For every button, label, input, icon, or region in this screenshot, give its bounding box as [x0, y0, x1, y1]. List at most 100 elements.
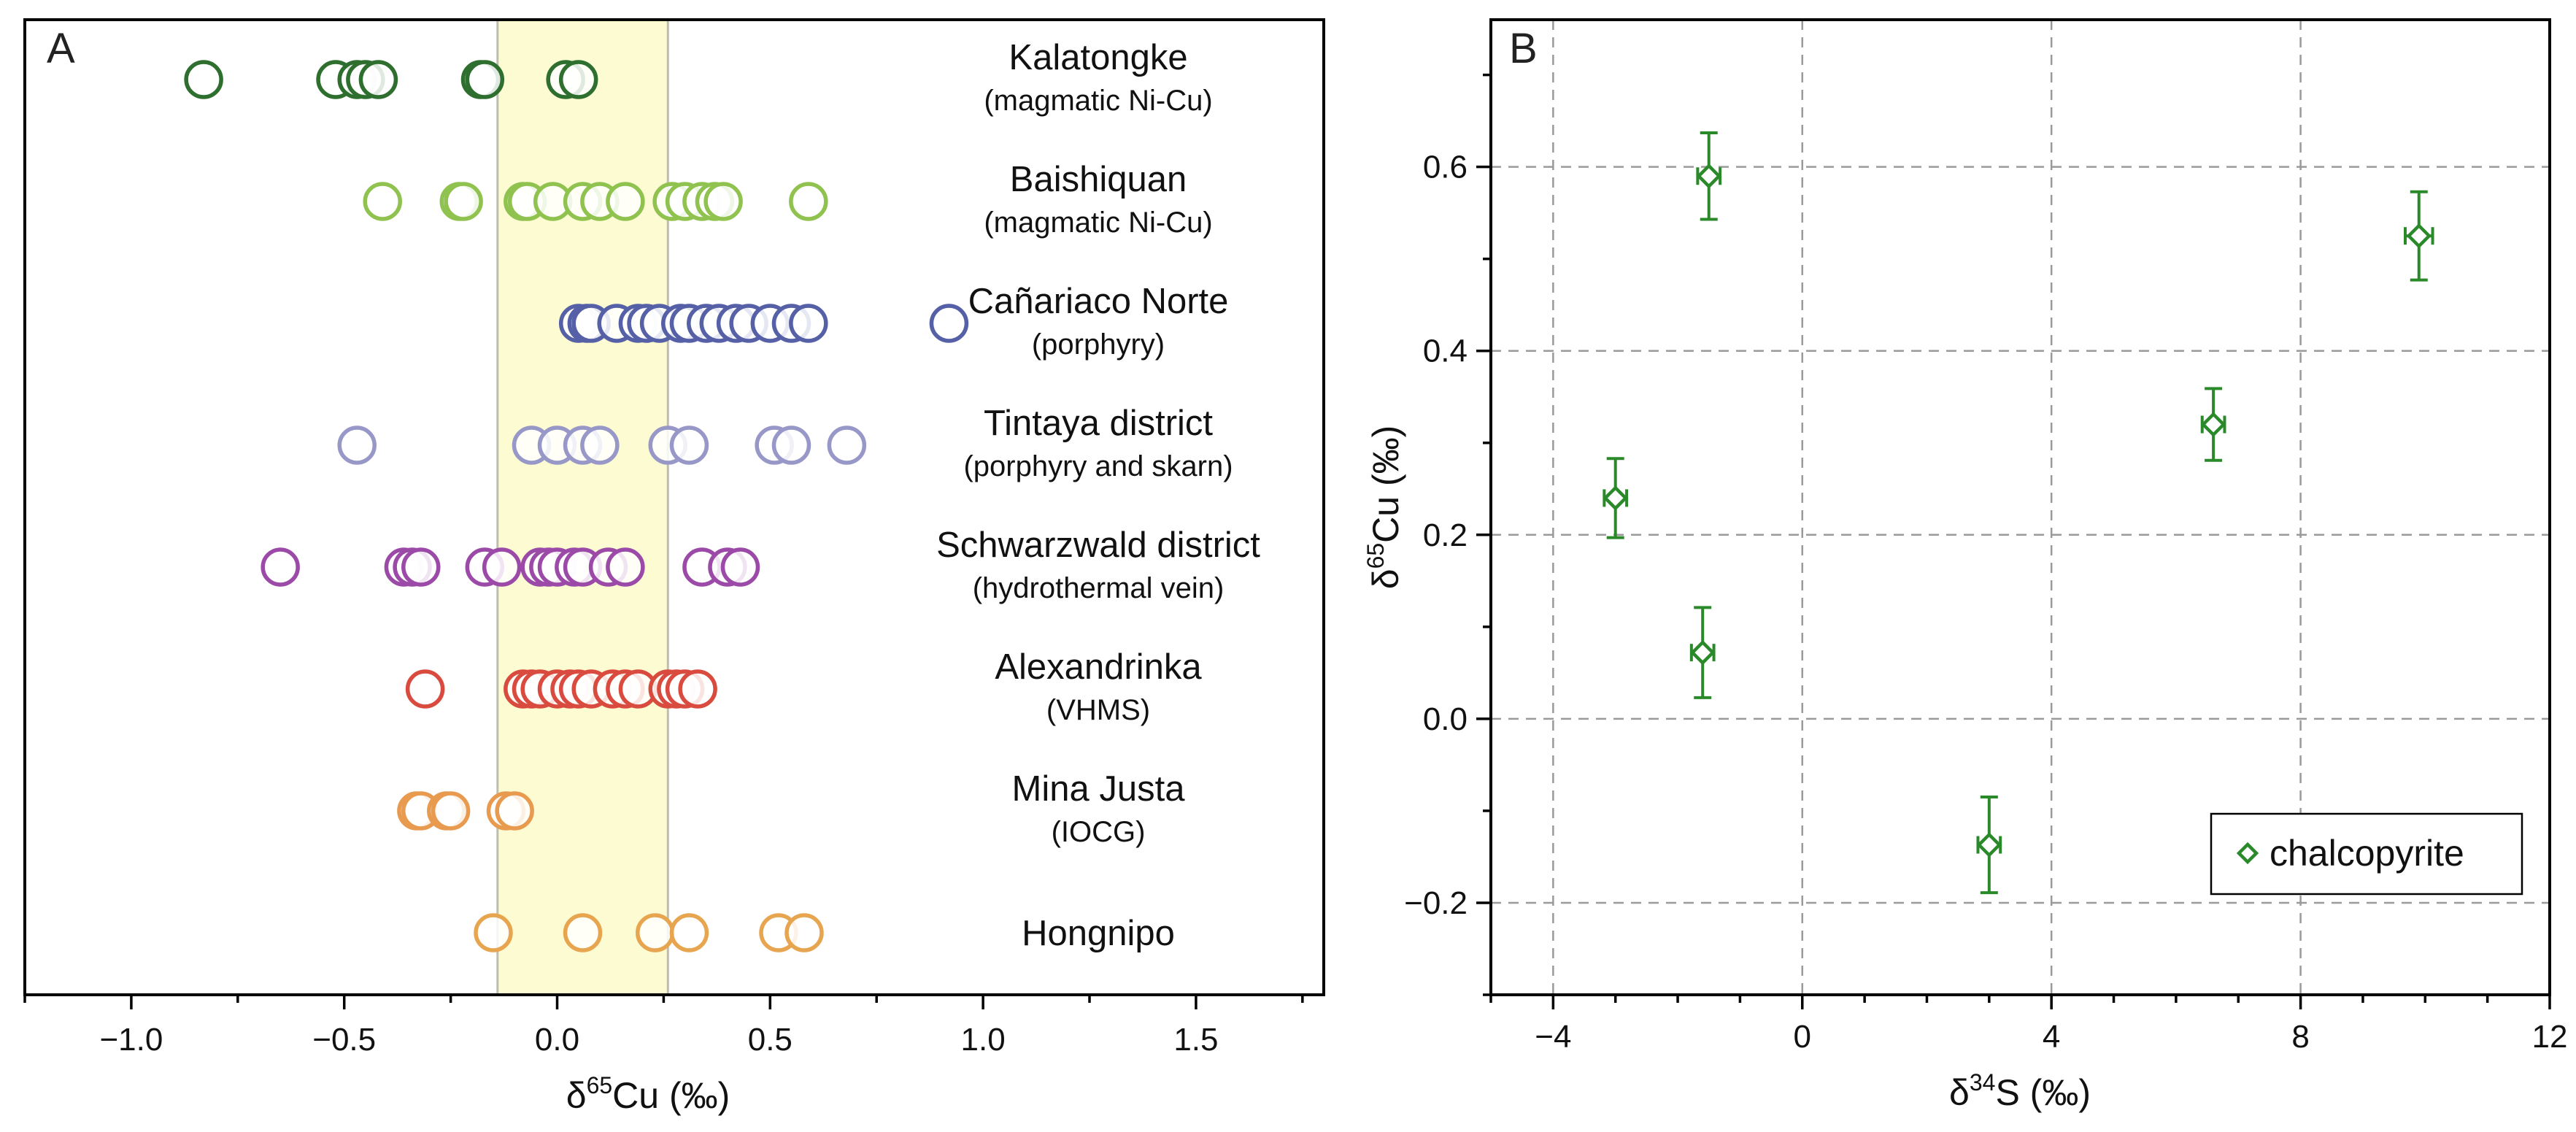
- data-point: [1976, 796, 2002, 895]
- x-tick-label: −1.0: [99, 1022, 163, 1058]
- panel-a: Kalatongke (magmatic Ni-Cu) Baishiquan (mag…: [23, 18, 1325, 1116]
- group-name: Schwarzwald district: [936, 525, 1260, 565]
- data-point: [363, 182, 402, 221]
- reference-band: [497, 20, 668, 995]
- group-name: Mina Justa: [1012, 769, 1186, 809]
- data-point: [606, 182, 645, 221]
- data-point: [2200, 387, 2226, 462]
- legend-diamond: [2236, 842, 2259, 865]
- x-tick-label: 1.5: [1173, 1022, 1218, 1058]
- x-tick-label: 0.5: [748, 1022, 793, 1058]
- panel-b: −4 0 4 8 12 −0.2 0.0 0.2 0.4 0.6 B δ34S (‰) δ65C…: [1362, 18, 2568, 1113]
- group-type: (IOCG): [1052, 816, 1146, 848]
- group-row: Tintaya district (porphyry and skarn): [337, 404, 1233, 482]
- legend-box: [2210, 812, 2523, 896]
- y-tick-label: 0.4: [1423, 334, 1468, 369]
- data-point: [482, 547, 522, 587]
- data-point: [337, 426, 377, 465]
- group-row: Alexandrinka (VHMS): [405, 647, 1202, 726]
- group-type: (VHMS): [1046, 694, 1150, 726]
- data-point: [789, 182, 828, 221]
- y-tick-label: −0.2: [1404, 885, 1468, 921]
- group-type: (porphyry and skarn): [963, 450, 1233, 482]
- group-row: Cañariaco Norte (porphyry): [558, 282, 1229, 361]
- x-tick-label: 1.0: [961, 1022, 1006, 1058]
- panel-b-x-axis-label: δ34S (‰): [1949, 1069, 2091, 1113]
- data-point: [495, 791, 534, 831]
- data-point: [1689, 606, 1716, 699]
- group-type: (magmatic Ni-Cu): [984, 85, 1212, 117]
- panel-a-groups: Kalatongke (magmatic Ni-Cu) Baishiquan (mag…: [184, 38, 1260, 953]
- panel-b-points: [1603, 131, 2434, 895]
- group-row: Hongnipo: [474, 913, 1175, 953]
- chalcopyrite-marker: [2406, 223, 2432, 249]
- data-point: [580, 426, 620, 465]
- data-point: [771, 426, 811, 465]
- group-type: (hydrothermal vein): [973, 572, 1225, 604]
- legend-label: chalcopyrite: [2270, 833, 2464, 874]
- group-type: (porphyry): [1032, 328, 1165, 361]
- data-point: [558, 60, 598, 99]
- panel-a-x-ticks: −1.0 −0.5 0.0 0.5 1.0 1.5: [23, 995, 1304, 1058]
- panel-a-x-axis-label: δ65Cu (‰): [566, 1072, 730, 1116]
- group-name: Tintaya district: [984, 404, 1213, 443]
- chalcopyrite-marker: [1603, 485, 1628, 511]
- chalcopyrite-marker: [1696, 163, 1721, 189]
- data-point: [720, 547, 760, 587]
- data-point: [789, 304, 828, 343]
- data-point: [784, 913, 824, 952]
- panel-a-label: A: [47, 25, 75, 72]
- group-row: Baishiquan (magmatic Ni-Cu): [363, 160, 1213, 239]
- data-point: [703, 182, 743, 221]
- panel-b-y-axis-label: δ65Cu (‰): [1362, 426, 1406, 590]
- data-point: [635, 913, 675, 952]
- panel-b-y-ticks: −0.2 0.0 0.2 0.4 0.6: [1404, 73, 1491, 996]
- x-tick-label: −0.5: [312, 1022, 376, 1058]
- chalcopyrite-marker: [1976, 832, 2002, 858]
- panel-b-label: B: [1509, 25, 1538, 72]
- group-name: Hongnipo: [1022, 914, 1175, 953]
- data-point: [474, 913, 513, 952]
- group-name: Kalatongke: [1009, 38, 1187, 77]
- data-point: [401, 547, 441, 587]
- x-tick-label: 4: [2043, 1019, 2060, 1055]
- data-point: [2403, 190, 2434, 282]
- y-tick-label: 0.6: [1423, 150, 1468, 185]
- data-point: [1696, 131, 1722, 221]
- data-point: [431, 791, 471, 831]
- x-tick-label: −4: [1535, 1019, 1571, 1055]
- group-type: (magmatic Ni-Cu): [984, 207, 1212, 239]
- legend: chalcopyrite: [2210, 812, 2523, 896]
- data-point: [929, 304, 969, 343]
- panel-b-x-ticks: −4 0 4 8 12: [1489, 995, 2568, 1055]
- group-name: Cañariaco Norte: [968, 282, 1229, 321]
- data-point: [465, 60, 505, 99]
- y-tick-label: 0.2: [1423, 517, 1468, 553]
- data-point: [669, 913, 709, 952]
- x-tick-label: 12: [2532, 1019, 2568, 1055]
- data-point: [827, 426, 867, 465]
- reference-band-edges: [496, 20, 669, 995]
- x-tick-label: 8: [2291, 1019, 2309, 1055]
- data-point: [606, 547, 645, 587]
- data-point: [358, 60, 398, 99]
- data-point: [678, 669, 717, 709]
- group-row: Mina Justa (IOCG): [397, 769, 1186, 848]
- group-row: Schwarzwald district (hydrothermal vein): [261, 525, 1260, 604]
- x-tick-label: 0: [1794, 1019, 1811, 1055]
- data-point: [405, 669, 445, 709]
- chalcopyrite-marker: [1690, 639, 1716, 666]
- y-tick-label: 0.0: [1423, 701, 1468, 737]
- data-point: [669, 426, 709, 465]
- data-point: [261, 547, 300, 587]
- data-point: [563, 913, 603, 952]
- legend-marker: [2236, 842, 2259, 865]
- panel-a-frame: [23, 18, 1325, 996]
- data-point: [444, 182, 483, 221]
- group-row: Kalatongke (magmatic Ni-Cu): [184, 38, 1213, 117]
- panel-b-frame: [1489, 18, 2551, 996]
- group-name: Alexandrinka: [995, 647, 1202, 687]
- chalcopyrite-marker: [2200, 412, 2226, 437]
- x-tick-label: 0.0: [535, 1022, 579, 1058]
